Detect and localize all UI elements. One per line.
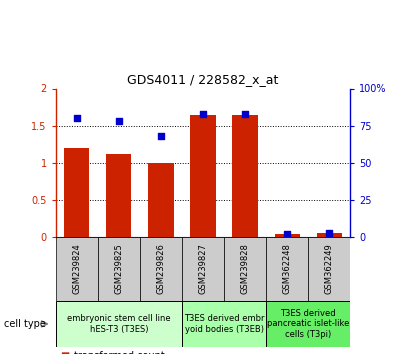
- Bar: [266, 301, 350, 347]
- Text: cell type: cell type: [4, 319, 46, 329]
- Text: GSM239828: GSM239828: [240, 244, 250, 295]
- Text: GSM239824: GSM239824: [72, 244, 81, 295]
- Point: [74, 115, 80, 121]
- Bar: [224, 237, 266, 301]
- Point: [116, 118, 122, 124]
- Text: T3ES derived embr
yoid bodies (T3EB): T3ES derived embr yoid bodies (T3EB): [184, 314, 264, 333]
- Text: GSM362249: GSM362249: [325, 244, 334, 295]
- Text: GSM239825: GSM239825: [114, 244, 123, 295]
- Bar: [190, 115, 216, 237]
- Bar: [232, 115, 258, 237]
- Text: T3ES derived
pancreatic islet-like
cells (T3pi): T3ES derived pancreatic islet-like cells…: [267, 309, 349, 339]
- Point: [242, 111, 248, 116]
- Bar: [182, 237, 224, 301]
- Text: transformed count: transformed count: [74, 351, 164, 354]
- Point: [158, 133, 164, 139]
- Bar: [140, 237, 182, 301]
- Bar: [106, 154, 131, 237]
- Bar: [148, 163, 174, 237]
- Text: GSM362248: GSM362248: [283, 244, 292, 295]
- Point: [284, 232, 290, 237]
- Text: GSM239827: GSM239827: [199, 244, 207, 295]
- Bar: [56, 237, 98, 301]
- Text: GSM239826: GSM239826: [156, 244, 166, 295]
- Point: [326, 230, 332, 235]
- Bar: [64, 148, 90, 237]
- Bar: [56, 301, 182, 347]
- Point: [200, 111, 206, 116]
- Bar: [266, 237, 308, 301]
- Bar: [275, 234, 300, 237]
- Bar: [98, 237, 140, 301]
- Text: ■: ■: [60, 351, 69, 354]
- Title: GDS4011 / 228582_x_at: GDS4011 / 228582_x_at: [127, 73, 279, 86]
- Bar: [182, 301, 266, 347]
- Bar: [316, 234, 342, 237]
- Bar: [308, 237, 350, 301]
- Text: embryonic stem cell line
hES-T3 (T3ES): embryonic stem cell line hES-T3 (T3ES): [67, 314, 171, 333]
